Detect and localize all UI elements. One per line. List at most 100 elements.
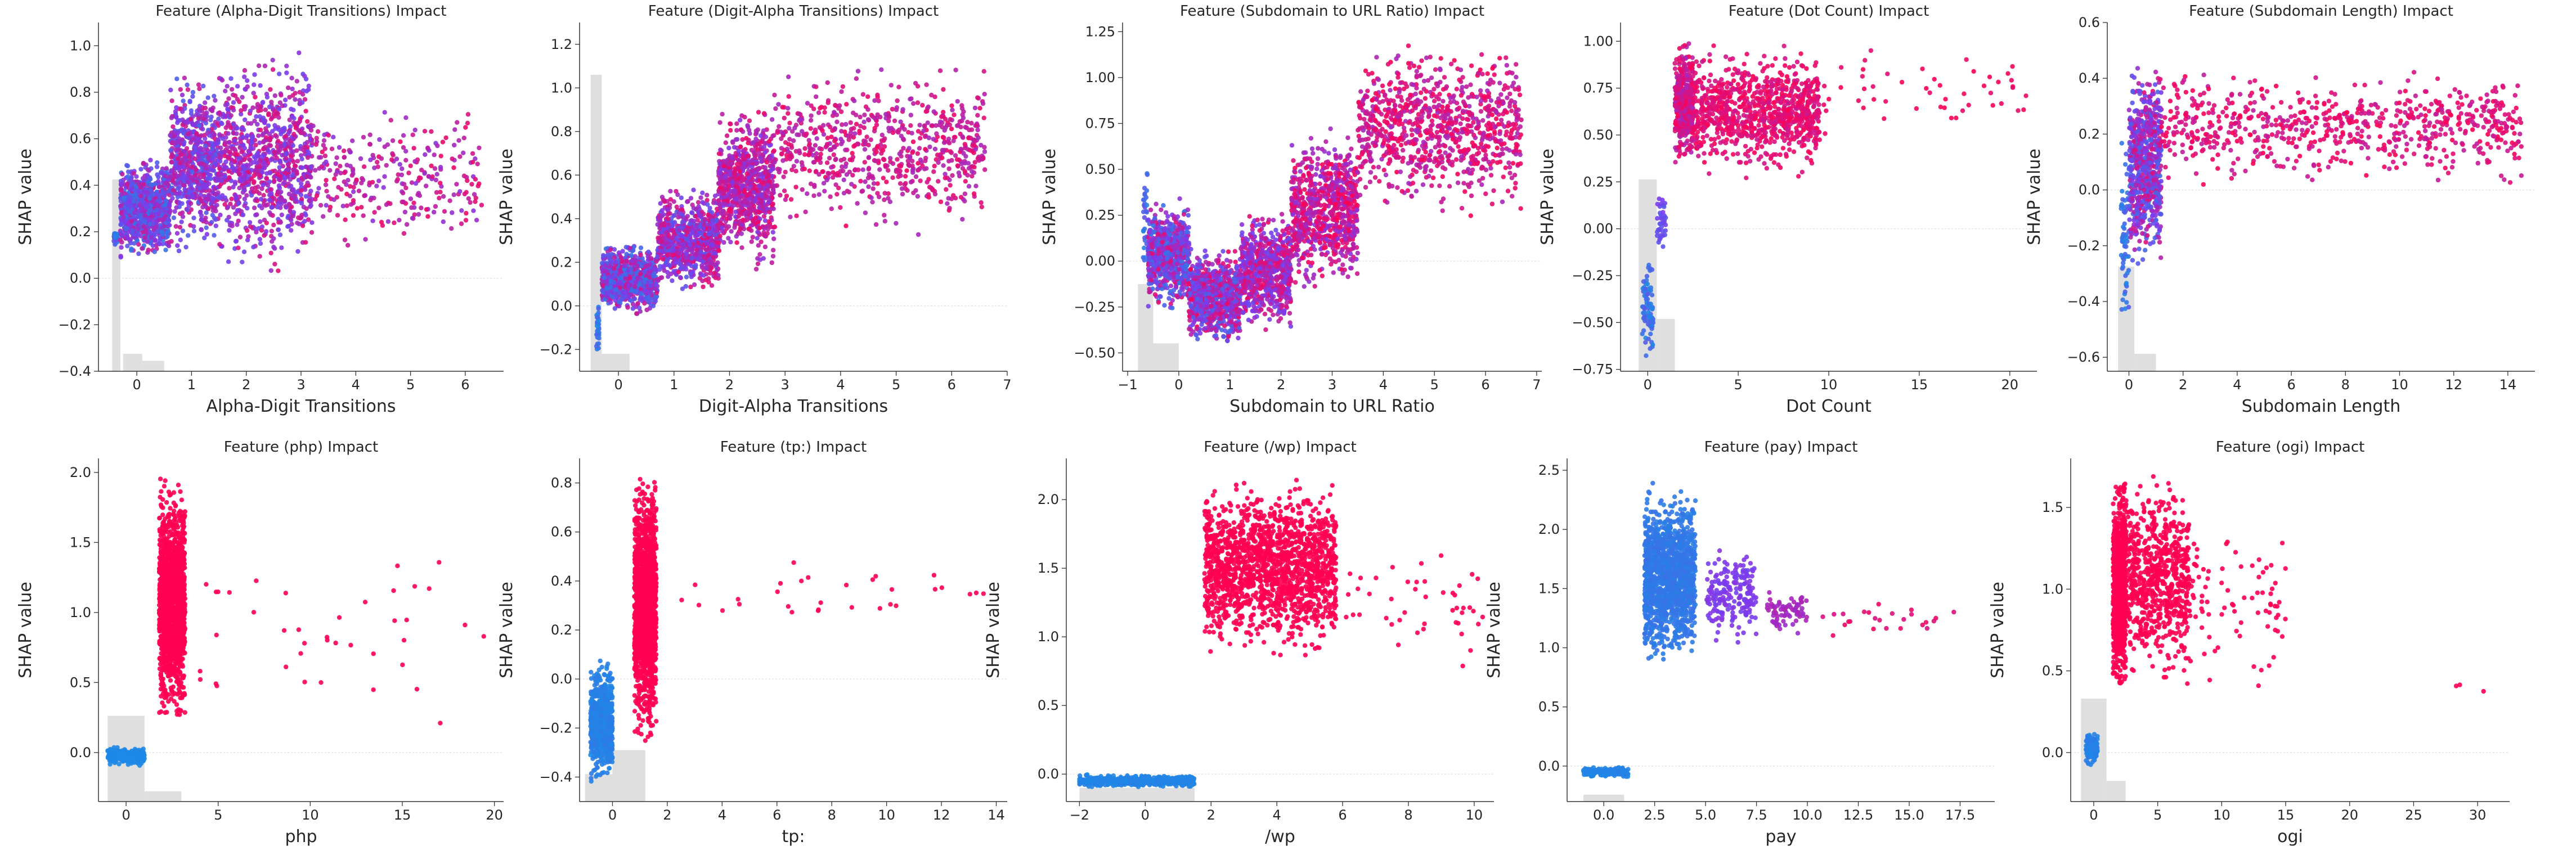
- scatter-point: [295, 159, 300, 163]
- scatter-point: [197, 87, 201, 91]
- scatter-point: [164, 181, 168, 186]
- scatter-point: [257, 164, 262, 169]
- scatter-point: [177, 249, 181, 253]
- scatter-point: [282, 126, 286, 130]
- scatter-point: [608, 300, 613, 304]
- scatter-point: [372, 210, 376, 214]
- scatter-point: [129, 246, 133, 251]
- scatter-point: [435, 172, 439, 177]
- scatter-point: [680, 208, 684, 212]
- scatter-point: [237, 156, 241, 161]
- scatter-point: [670, 236, 674, 240]
- scatter-point: [195, 137, 200, 141]
- scatter-point: [223, 103, 228, 107]
- scatter-point: [146, 248, 151, 252]
- scatter-point: [450, 156, 454, 161]
- scatter-point: [313, 168, 317, 173]
- scatter-point: [236, 219, 241, 223]
- scatter-point: [205, 130, 210, 135]
- scatter-point: [623, 295, 628, 299]
- scatter-point: [343, 237, 347, 242]
- scatter-point: [269, 191, 273, 196]
- scatter-point: [318, 155, 323, 160]
- scatter-point: [596, 307, 601, 311]
- scatter-point: [370, 218, 375, 223]
- scatter-point: [368, 142, 373, 146]
- scatter-point: [135, 214, 140, 219]
- scatter-point: [665, 207, 669, 212]
- scatter-point: [284, 70, 289, 75]
- scatter-point: [243, 68, 247, 73]
- scatter-point: [212, 215, 217, 220]
- scatter-point: [176, 165, 180, 170]
- scatter-point: [159, 170, 163, 175]
- scatter-point: [671, 248, 675, 253]
- scatter-point: [287, 95, 291, 100]
- scatter-point: [433, 204, 438, 209]
- scatter-point: [142, 204, 147, 208]
- scatter-point: [358, 156, 363, 161]
- scatter-point: [283, 152, 288, 156]
- scatter-point: [276, 139, 280, 143]
- scatter-point: [296, 215, 300, 220]
- scatter-point: [155, 160, 159, 165]
- scatter-point: [663, 231, 668, 236]
- scatter-point: [263, 107, 268, 112]
- scatter-point: [179, 219, 183, 224]
- scatter-point: [119, 188, 123, 193]
- scatter-point: [771, 248, 775, 253]
- scatter-point: [235, 208, 240, 213]
- scatter-point: [398, 140, 402, 144]
- scatter-point: [698, 213, 702, 218]
- scatter-point: [177, 185, 182, 190]
- scatter-point: [618, 255, 623, 259]
- scatter-point: [194, 131, 199, 136]
- scatter-point: [447, 199, 452, 203]
- scatter-point: [674, 236, 679, 241]
- scatter-point: [189, 201, 193, 206]
- scatter-point: [771, 254, 775, 258]
- scatter-point: [680, 258, 685, 262]
- scatter-point: [656, 215, 661, 220]
- scatter-point: [473, 177, 478, 182]
- scatter-point: [678, 275, 683, 280]
- scatter-point: [631, 248, 635, 253]
- scatter-point: [452, 127, 457, 132]
- scatter-point: [357, 188, 361, 193]
- scatter-point: [391, 138, 395, 143]
- scatter-point: [237, 172, 241, 176]
- scatter-point: [318, 203, 323, 208]
- scatter-point: [724, 141, 728, 145]
- scatter-point: [700, 265, 704, 269]
- scatter-point: [712, 271, 716, 275]
- scatter-point: [279, 144, 283, 148]
- scatter-point: [181, 119, 186, 124]
- scatter-point: [271, 58, 275, 62]
- scatter-point: [720, 112, 724, 116]
- scatter-point: [178, 237, 183, 242]
- scatter-point: [177, 191, 182, 196]
- scatter-point: [314, 142, 318, 147]
- scatter-point: [270, 205, 275, 209]
- scatter-point: [227, 175, 231, 179]
- scatter-point: [176, 156, 180, 161]
- scatter-point: [290, 188, 294, 192]
- scatter-point: [280, 213, 284, 217]
- scatter-point: [351, 198, 356, 202]
- scatter-point: [126, 169, 131, 174]
- scatter-point: [198, 210, 203, 214]
- scatter-point: [227, 186, 231, 190]
- scatter-point: [226, 123, 230, 127]
- scatter-point: [137, 220, 142, 224]
- scatter-point: [124, 227, 128, 231]
- scatter-point: [265, 95, 270, 100]
- scatter-point: [260, 170, 264, 174]
- scatter-point: [129, 219, 134, 223]
- scatter-point: [212, 132, 217, 137]
- scatter-point: [245, 78, 249, 83]
- scatter-point: [353, 181, 357, 185]
- scatter-point: [382, 174, 387, 179]
- scatter-point: [706, 253, 711, 257]
- scatter-point: [634, 280, 638, 285]
- scatter-point: [252, 173, 256, 178]
